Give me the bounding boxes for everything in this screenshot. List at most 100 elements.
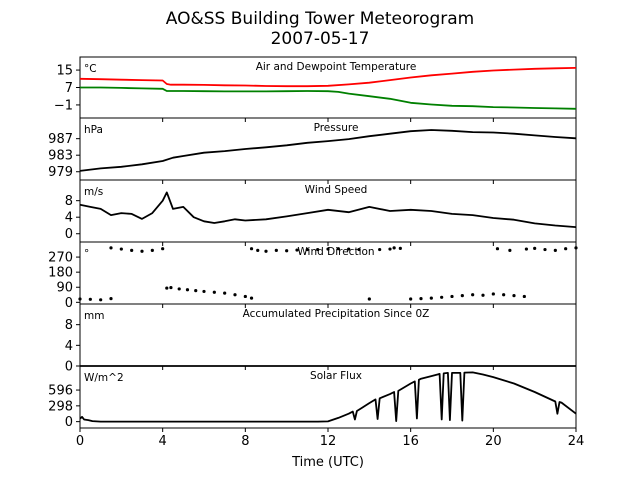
- point-dir: [392, 246, 396, 250]
- y-tick-label-wind: 4: [65, 211, 73, 226]
- point-dir: [212, 290, 216, 294]
- series-line-pres-0: [79, 129, 577, 172]
- point-dir: [574, 246, 578, 250]
- point-dir: [169, 285, 173, 290]
- point-dir: [502, 293, 506, 297]
- series-line-temp-0: [79, 67, 577, 88]
- series-dir-0: [78, 246, 578, 302]
- point-dir: [177, 287, 181, 291]
- panel-title-wind: Wind Speed: [305, 184, 368, 196]
- point-dir: [202, 289, 206, 294]
- point-dir: [357, 247, 361, 252]
- point-dir: [460, 294, 464, 298]
- point-dir: [243, 294, 247, 299]
- point-dir: [533, 246, 537, 250]
- point-dir: [450, 294, 454, 299]
- y-tick-label-dir: 270: [48, 251, 73, 266]
- x-tick-label: 12: [320, 434, 337, 449]
- y-tick-label-pres: 983: [48, 149, 73, 164]
- series-line-wind-0: [79, 191, 577, 228]
- y-tick-label-temp: 7: [65, 81, 73, 96]
- point-dir: [347, 247, 351, 251]
- panel-unit-dir: °: [84, 248, 89, 260]
- x-axis: 0 4 8 12 16 20 24: [76, 434, 584, 449]
- x-tick-label: 8: [241, 434, 249, 449]
- y-tick-label-dir: 0: [65, 296, 73, 311]
- point-dir: [429, 296, 433, 300]
- point-dir: [388, 247, 392, 251]
- point-dir: [249, 247, 254, 251]
- series-line-temp-1: [80, 86, 577, 110]
- point-dir: [367, 297, 371, 301]
- panel-title-pres: Pressure: [314, 122, 359, 134]
- x-tick-label: 20: [485, 434, 502, 449]
- point-dir: [524, 247, 529, 251]
- point-dir: [249, 296, 254, 300]
- point-dir: [553, 248, 557, 252]
- panel-title-dir: Wind Direction: [297, 246, 374, 258]
- point-dir: [140, 249, 144, 253]
- panel-title-temp: Air and Dewpoint Temperature: [256, 61, 417, 73]
- point-dir: [130, 248, 134, 252]
- point-dir: [419, 297, 423, 301]
- point-dir: [305, 247, 309, 252]
- point-dir: [109, 297, 113, 301]
- point-dir: [543, 247, 547, 252]
- x-tick-label: 4: [159, 434, 167, 449]
- y-tick-label-pres: 987: [48, 132, 73, 147]
- point-dir: [564, 247, 568, 251]
- point-dir: [185, 288, 190, 292]
- point-dir: [471, 293, 475, 297]
- point-dir: [78, 297, 82, 301]
- point-dir: [264, 249, 268, 253]
- x-tick-label: 0: [76, 434, 84, 449]
- point-dir: [161, 247, 165, 251]
- y-tick-label-dir: 90: [56, 281, 73, 296]
- point-dir: [512, 294, 516, 298]
- point-dir: [109, 246, 113, 250]
- panel-temp: 15 7 −1 °C Air and Dewpoint Temperature: [54, 56, 577, 122]
- y-tick-label-solar: 596: [48, 384, 73, 399]
- panel-unit-pres: hPa: [84, 124, 103, 136]
- panels-group: 15 7 −1 °C Air and Dewpoint Temperature 987 98…: [48, 56, 578, 432]
- x-tick-label: 16: [402, 434, 419, 449]
- y-tick-label-precip: 4: [65, 339, 73, 354]
- y-tick-label-dir: 180: [48, 266, 73, 281]
- point-dir: [194, 288, 198, 293]
- panel-unit-solar: W/m^2: [84, 372, 124, 384]
- point-dir: [119, 247, 123, 251]
- point-dir: [481, 293, 485, 297]
- point-dir: [295, 248, 299, 252]
- panel-unit-precip: mm: [84, 310, 104, 322]
- point-dir: [495, 247, 500, 251]
- point-dir: [165, 286, 169, 290]
- y-tick-label-temp: −1: [54, 98, 73, 113]
- y-tick-label-precip: 0: [65, 360, 73, 375]
- chart-title: AO&SS Building Tower Meteorogram: [166, 9, 474, 29]
- y-tick-label-solar: 298: [48, 399, 73, 414]
- point-dir: [409, 297, 413, 301]
- panel-unit-wind: m/s: [84, 186, 103, 198]
- point-dir: [99, 298, 103, 302]
- x-axis-label: Time (UTC): [291, 455, 364, 470]
- point-dir: [150, 248, 154, 252]
- point-dir: [274, 248, 278, 252]
- point-dir: [316, 247, 320, 252]
- point-dir: [336, 247, 340, 251]
- point-dir: [522, 294, 526, 299]
- point-dir: [378, 247, 382, 252]
- point-dir: [491, 292, 495, 296]
- series-line-solar-0: [79, 371, 577, 423]
- panel-title-solar: Solar Flux: [310, 370, 362, 382]
- y-tick-label-wind: 8: [65, 194, 73, 209]
- panel-title-precip: Accumulated Precipitation Since 0Z: [243, 308, 430, 320]
- chart-subtitle: 2007-05-17: [271, 29, 370, 49]
- point-dir: [508, 248, 512, 252]
- y-tick-label-pres: 979: [48, 165, 73, 180]
- point-dir: [256, 248, 260, 252]
- point-dir: [398, 246, 402, 250]
- y-tick-label-wind: 0: [65, 227, 73, 242]
